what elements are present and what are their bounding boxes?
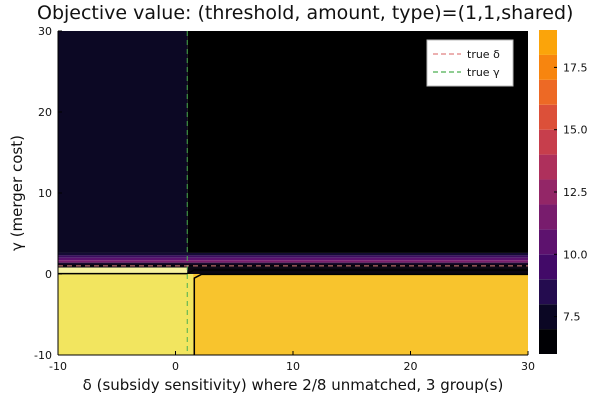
- colorbar-level-8: [539, 129, 557, 155]
- x-tick-label: 0: [172, 360, 179, 373]
- contour-line-upper: [58, 269, 528, 275]
- colorbar-tick-label: 15.0: [563, 124, 588, 137]
- chart-title: Objective value: (threshold, amount, typ…: [37, 2, 573, 24]
- colorbar-level-5: [539, 204, 557, 230]
- legend-label-0: true δ: [467, 48, 500, 61]
- contour-band-4: [58, 262, 528, 266]
- colorbar-level-4: [539, 229, 557, 255]
- contour-band-dark: [187, 267, 528, 274]
- x-tick-label: 20: [404, 360, 418, 373]
- region-upper-left: [58, 31, 188, 253]
- x-tick-label: 10: [286, 360, 300, 373]
- region-lower-right: [193, 274, 528, 355]
- colorbar-level-2: [539, 279, 557, 305]
- contour-band-3: [58, 260, 528, 263]
- y-axis-label: γ (merger cost): [8, 135, 26, 251]
- colorbar-level-0: [539, 329, 557, 354]
- colorbar-tick-label: 10.0: [563, 248, 588, 261]
- contour-line-lower: [193, 273, 528, 355]
- contour-band-2: [58, 257, 528, 261]
- y-tick-label: 30: [38, 25, 52, 38]
- y-tick-label: 10: [38, 187, 52, 200]
- contour-band-1: [58, 255, 528, 258]
- axes: -10 0 10 20 30 -10 0 10 20 30: [34, 25, 535, 373]
- x-axis-label: δ (subsidy sensitivity) where 2/8 unmatc…: [83, 376, 504, 394]
- colorbar-level-9: [539, 104, 557, 130]
- x-tick-label: 30: [521, 360, 535, 373]
- colorbar-level-3: [539, 254, 557, 280]
- legend: true δ true γ: [426, 39, 514, 87]
- contour-band-0: [58, 252, 528, 256]
- y-tick-label: 0: [45, 268, 52, 281]
- legend-label-1: true γ: [467, 66, 500, 79]
- contour-band-light: [58, 267, 188, 274]
- y-tick-label: 20: [38, 106, 52, 119]
- colorbar-level-6: [539, 179, 557, 205]
- region-lower-left: [58, 274, 194, 355]
- colorbar-level-10: [539, 79, 557, 105]
- x-tick-label: -10: [49, 360, 67, 373]
- colorbar-level-12: [539, 30, 557, 55]
- colorbar-level-1: [539, 304, 557, 330]
- colorbar-tick-label: 12.5: [563, 186, 588, 199]
- y-tick-label: -10: [34, 349, 52, 362]
- legend-box: [426, 39, 514, 87]
- colorbar-tick-label: 7.5: [563, 311, 581, 324]
- colorbar-level-11: [539, 54, 557, 80]
- colorbar: 7.5 10.0 12.5 15.0 17.5: [539, 30, 588, 354]
- colorbar-level-7: [539, 154, 557, 180]
- colorbar-tick-label: 17.5: [563, 61, 588, 74]
